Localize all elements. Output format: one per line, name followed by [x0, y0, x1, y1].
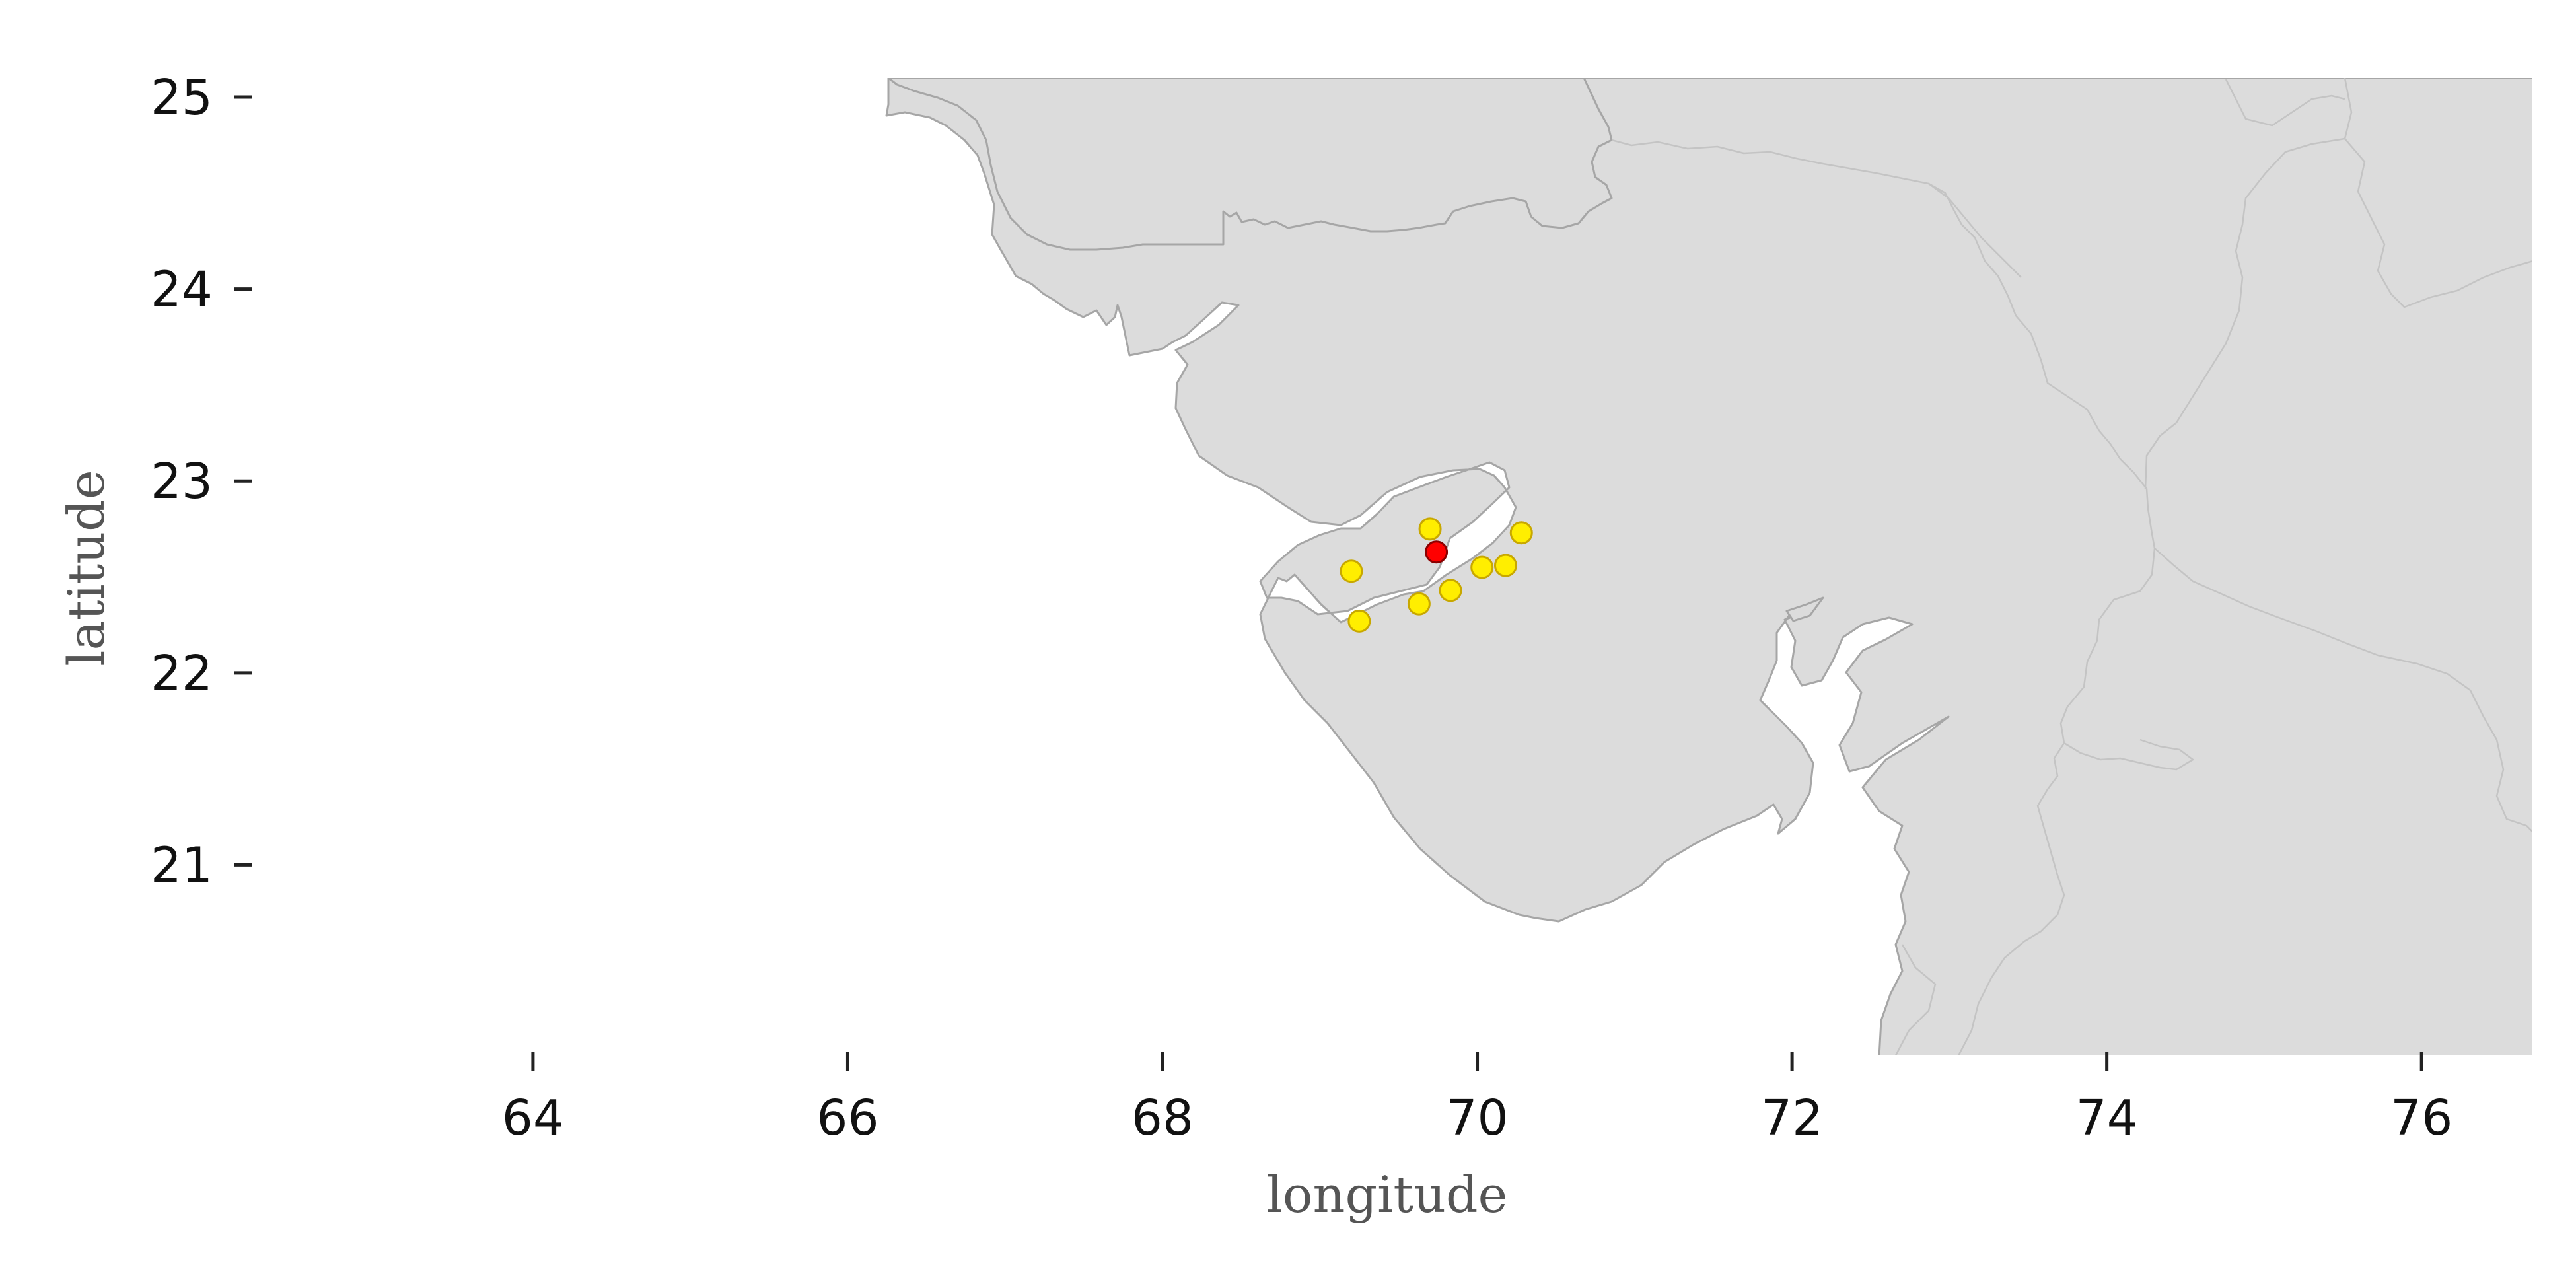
state-boundary — [2154, 548, 2532, 832]
y-tick-label: 23 — [151, 453, 213, 510]
x-tick-label: 64 — [502, 1090, 564, 1147]
location-marker — [1470, 555, 1494, 579]
y-axis-title: latitude — [57, 470, 116, 666]
location-marker — [1347, 609, 1371, 633]
y-tick-label: 25 — [151, 69, 213, 126]
location-marker — [1439, 579, 1462, 602]
x-axis-title: longitude — [1266, 1165, 1507, 1224]
x-tick-label: 74 — [2076, 1090, 2138, 1147]
points-layer — [1340, 517, 1533, 633]
land-layer — [885, 78, 2532, 1055]
state-boundary — [2343, 78, 2532, 308]
x-tick-label: 76 — [2390, 1090, 2452, 1147]
landmass — [885, 78, 2532, 1055]
gulf-shoreline-detail — [1785, 596, 1824, 622]
state-boundary — [1928, 182, 2022, 278]
x-tick-label: 66 — [816, 1090, 878, 1147]
x-tick-label: 70 — [1446, 1090, 1508, 1147]
location-marker — [1418, 517, 1442, 541]
x-tick-label: 68 — [1131, 1090, 1194, 1147]
location-marker — [1493, 554, 1517, 577]
y-tick-label: 22 — [151, 645, 213, 702]
state-boundary — [2063, 738, 2194, 771]
location-marker — [1340, 559, 1363, 583]
x-axis: 64 66 68 70 72 74 76 — [502, 1052, 2452, 1147]
state-boundary — [2225, 79, 2345, 127]
y-axis: 21 22 23 24 25 — [151, 69, 252, 894]
y-tick-label: 24 — [151, 262, 213, 318]
state-boundary — [1611, 139, 2156, 1055]
location-marker — [1509, 521, 1533, 545]
state-boundary — [2144, 137, 2345, 489]
international-border — [888, 78, 1613, 251]
y-tick-label: 21 — [151, 837, 213, 894]
state-boundary — [1894, 944, 1937, 1055]
location-marker — [1407, 592, 1431, 616]
x-tick-label: 72 — [1761, 1090, 1823, 1147]
location-marker — [1425, 540, 1449, 564]
